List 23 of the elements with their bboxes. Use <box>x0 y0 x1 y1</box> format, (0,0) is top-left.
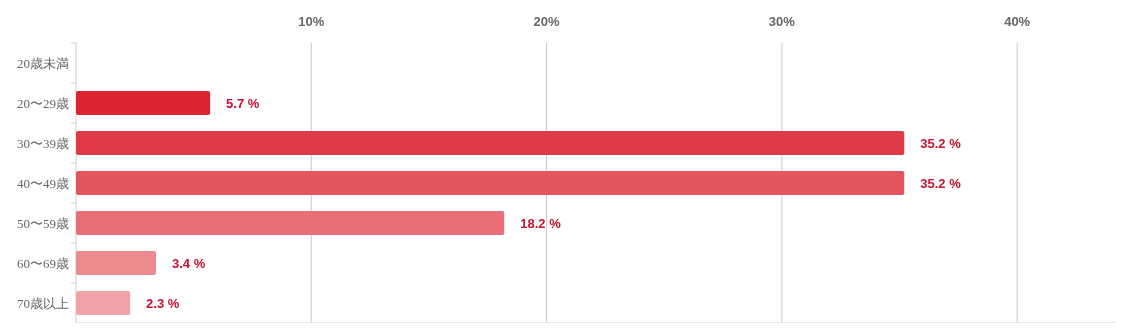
bar <box>76 91 211 115</box>
bar <box>76 131 905 155</box>
y-tick-label: 50〜59歳 <box>17 215 69 231</box>
y-tick-label: 20〜29歳 <box>17 95 69 111</box>
y-tick-label: 60〜69歳 <box>17 255 69 271</box>
bar <box>76 211 505 235</box>
data-label: 35.2 % <box>920 135 962 151</box>
y-tick-label: 30〜39歳 <box>17 135 69 151</box>
bar <box>76 171 905 195</box>
data-label: 2.3 % <box>146 295 180 311</box>
y-tick-label: 70歳以上 <box>17 295 69 311</box>
bar <box>76 291 131 315</box>
x-tick-label: 30% <box>768 14 796 29</box>
x-tick-label: 40% <box>1004 14 1031 29</box>
data-label: 3.4 % <box>172 255 206 271</box>
data-label: 35.2 % <box>920 175 962 191</box>
x-tick-label: 20% <box>533 14 561 29</box>
data-label: 18.2 % <box>520 215 562 231</box>
data-label: 5.7 % <box>226 95 260 111</box>
y-tick-label: 40〜49歳 <box>17 175 69 191</box>
x-tick-label: 10% <box>298 14 325 29</box>
y-tick-label: 20歳未満 <box>17 55 69 71</box>
bar <box>76 251 156 275</box>
